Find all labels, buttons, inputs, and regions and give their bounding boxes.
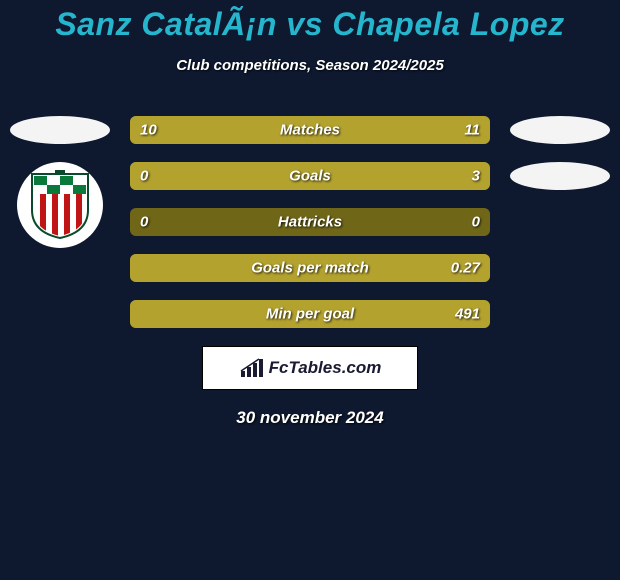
stat-value-right: 0.27 bbox=[451, 260, 480, 277]
left-column bbox=[0, 116, 120, 248]
player-left-placeholder bbox=[10, 116, 110, 144]
stat-label: Matches bbox=[280, 122, 340, 139]
stat-value-left: 10 bbox=[140, 122, 157, 139]
stat-row: Min per goal 491 bbox=[130, 300, 490, 328]
bar-chart-icon bbox=[239, 357, 265, 379]
stat-label: Hattricks bbox=[278, 214, 342, 231]
stat-label: Min per goal bbox=[266, 306, 354, 323]
stat-bars: 10 Matches 11 0 Goals 3 0 Hattricks 0 Goals per m… bbox=[130, 116, 490, 328]
stat-value-right: 491 bbox=[455, 306, 480, 323]
stat-label: Goals bbox=[289, 168, 331, 185]
stat-value-left: 0 bbox=[140, 168, 148, 185]
page-title: Sanz CatalÃ¡n vs Chapela Lopez bbox=[55, 6, 564, 43]
comparison-card: Sanz CatalÃ¡n vs Chapela Lopez Club comp… bbox=[0, 0, 620, 580]
club-crest-left bbox=[17, 162, 103, 248]
stat-value-right: 0 bbox=[472, 214, 480, 231]
comparison-grid: 10 Matches 11 0 Goals 3 0 Hattricks 0 Goals per m… bbox=[0, 116, 620, 328]
brand-text: FcTables.com bbox=[269, 358, 382, 378]
stat-row: Goals per match 0.27 bbox=[130, 254, 490, 282]
player-right-placeholder-1 bbox=[510, 116, 610, 144]
stat-value-right: 3 bbox=[472, 168, 480, 185]
date-text: 30 november 2024 bbox=[236, 408, 383, 428]
subtitle: Club competitions, Season 2024/2025 bbox=[176, 57, 444, 74]
shield-icon bbox=[30, 170, 90, 240]
stat-value-left: 0 bbox=[140, 214, 148, 231]
stat-row: 10 Matches 11 bbox=[130, 116, 490, 144]
stat-label: Goals per match bbox=[251, 260, 369, 277]
stat-row: 0 Goals 3 bbox=[130, 162, 490, 190]
stat-value-right: 11 bbox=[464, 122, 480, 139]
stat-row: 0 Hattricks 0 bbox=[130, 208, 490, 236]
player-right-placeholder-2 bbox=[510, 162, 610, 190]
right-column bbox=[500, 116, 620, 190]
brand-box: FcTables.com bbox=[202, 346, 418, 390]
